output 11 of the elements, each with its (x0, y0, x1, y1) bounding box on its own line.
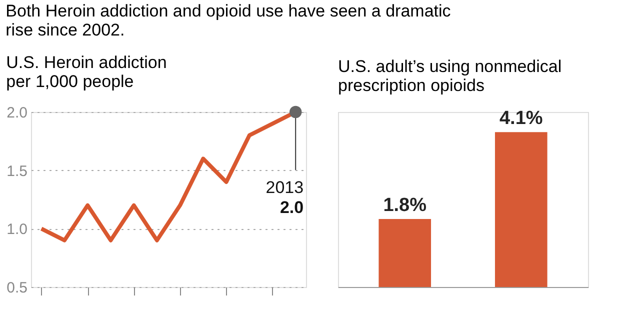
annotation: 2013 (266, 178, 304, 197)
data-label: 1.8% (383, 195, 427, 216)
y-tick-label: 0.5 (6, 280, 28, 296)
y-tick-label: 2.0 (6, 104, 28, 122)
data-label: 4.1% (499, 108, 543, 130)
chart-title: U.S. adult’s using nonmedical prescription opioids (338, 57, 562, 96)
y-tick-label: 1.5 (6, 162, 28, 180)
annotation: 2.0 (280, 198, 304, 217)
text: Both Heroin addiction and opioid use have seen a dramatic rise since 2002. (6, 2, 452, 40)
y-tick-label: 1.0 (6, 221, 28, 238)
chart-title: U.S. Heroin addiction per 1,000 people (6, 53, 167, 91)
